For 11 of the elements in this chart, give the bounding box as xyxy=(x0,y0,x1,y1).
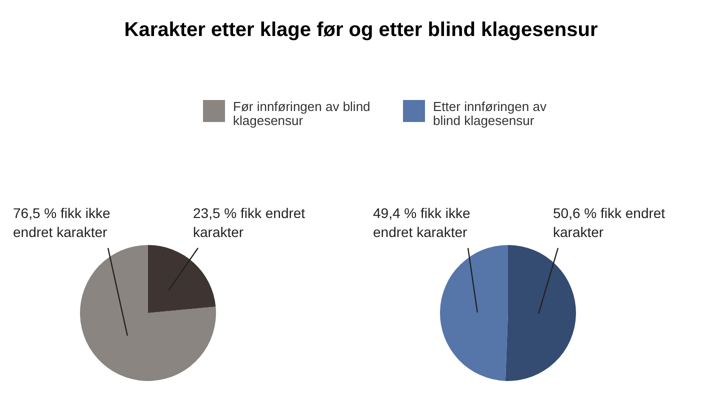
category-label: endret karakter xyxy=(373,224,468,240)
chart-title: Karakter etter klage før og etter blind klagesensur xyxy=(124,19,598,41)
category-label: karakter xyxy=(553,224,604,240)
text: 23,5 % fikk endret xyxy=(193,205,306,221)
category-label: endret karakter xyxy=(13,224,108,240)
legend-label: Før innføringen av blind klagesensur xyxy=(233,99,370,128)
text: 49,4 % fikk ikke xyxy=(373,205,470,221)
text: 76,5 % fikk ikke xyxy=(13,205,110,221)
legend-label: Etter innføringen av blind klagesensur xyxy=(433,99,547,128)
text: 50,6 % fikk endret xyxy=(553,205,666,221)
category-label: karakter xyxy=(193,224,244,240)
